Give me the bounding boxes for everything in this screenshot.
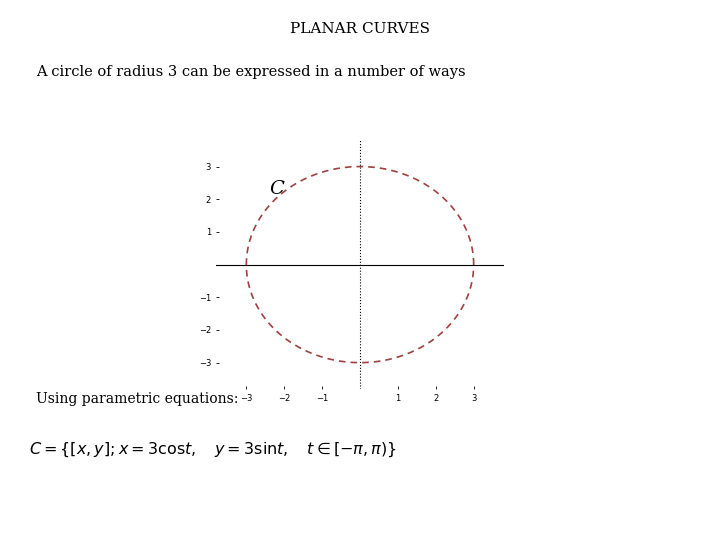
Text: Using parametric equations:: Using parametric equations: <box>36 392 238 406</box>
Text: $C = \{[x,y]; x = 3\mathrm{cos}t,$$\quad y = 3\mathrm{sin}t,$$\quad t \in [-\pi,: $C = \{[x,y]; x = 3\mathrm{cos}t,$$\quad… <box>29 440 397 458</box>
Text: C: C <box>269 180 284 198</box>
Text: PLANAR CURVES: PLANAR CURVES <box>290 22 430 36</box>
Text: A circle of radius 3 can be expressed in a number of ways: A circle of radius 3 can be expressed in… <box>36 65 466 79</box>
